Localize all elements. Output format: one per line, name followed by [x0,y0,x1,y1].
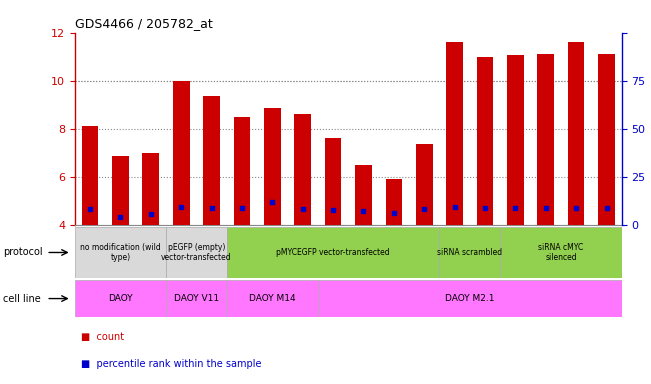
Bar [439,227,500,278]
Bar [75,280,166,317]
Text: siRNA cMYC
silenced: siRNA cMYC silenced [538,243,583,262]
Text: GDS4466 / 205782_at: GDS4466 / 205782_at [75,17,213,30]
Text: DAOY V11: DAOY V11 [174,294,219,303]
Bar [82,126,98,225]
Bar [598,54,615,225]
Bar [112,156,129,225]
Bar [537,54,554,225]
Text: DAOY M14: DAOY M14 [249,294,296,303]
Bar [318,280,622,317]
Bar [227,280,318,317]
Text: DAOY: DAOY [108,294,133,303]
Bar [234,117,250,225]
Text: pEGFP (empty)
vector-transfected: pEGFP (empty) vector-transfected [161,243,232,262]
Bar [568,42,585,225]
Bar [166,280,227,317]
Text: cell line: cell line [3,293,41,304]
Bar [173,81,189,225]
Text: pMYCEGFP vector-transfected: pMYCEGFP vector-transfected [276,248,390,257]
Bar [507,55,523,225]
Bar [477,57,493,225]
Bar [446,42,463,225]
Bar [227,227,439,278]
Text: no modification (wild
type): no modification (wild type) [80,243,161,262]
Text: siRNA scrambled: siRNA scrambled [437,248,503,257]
Bar [355,165,372,225]
Bar [75,227,166,278]
Bar [294,114,311,225]
Bar [166,227,227,278]
Text: ■  percentile rank within the sample: ■ percentile rank within the sample [81,359,262,369]
Bar [143,153,159,225]
Bar [416,144,432,225]
Bar [385,179,402,225]
Text: ■  count: ■ count [81,332,124,342]
Bar [325,138,341,225]
Text: protocol: protocol [3,247,43,258]
Text: DAOY M2.1: DAOY M2.1 [445,294,495,303]
Bar [264,108,281,225]
Bar [500,227,622,278]
Bar [203,96,220,225]
